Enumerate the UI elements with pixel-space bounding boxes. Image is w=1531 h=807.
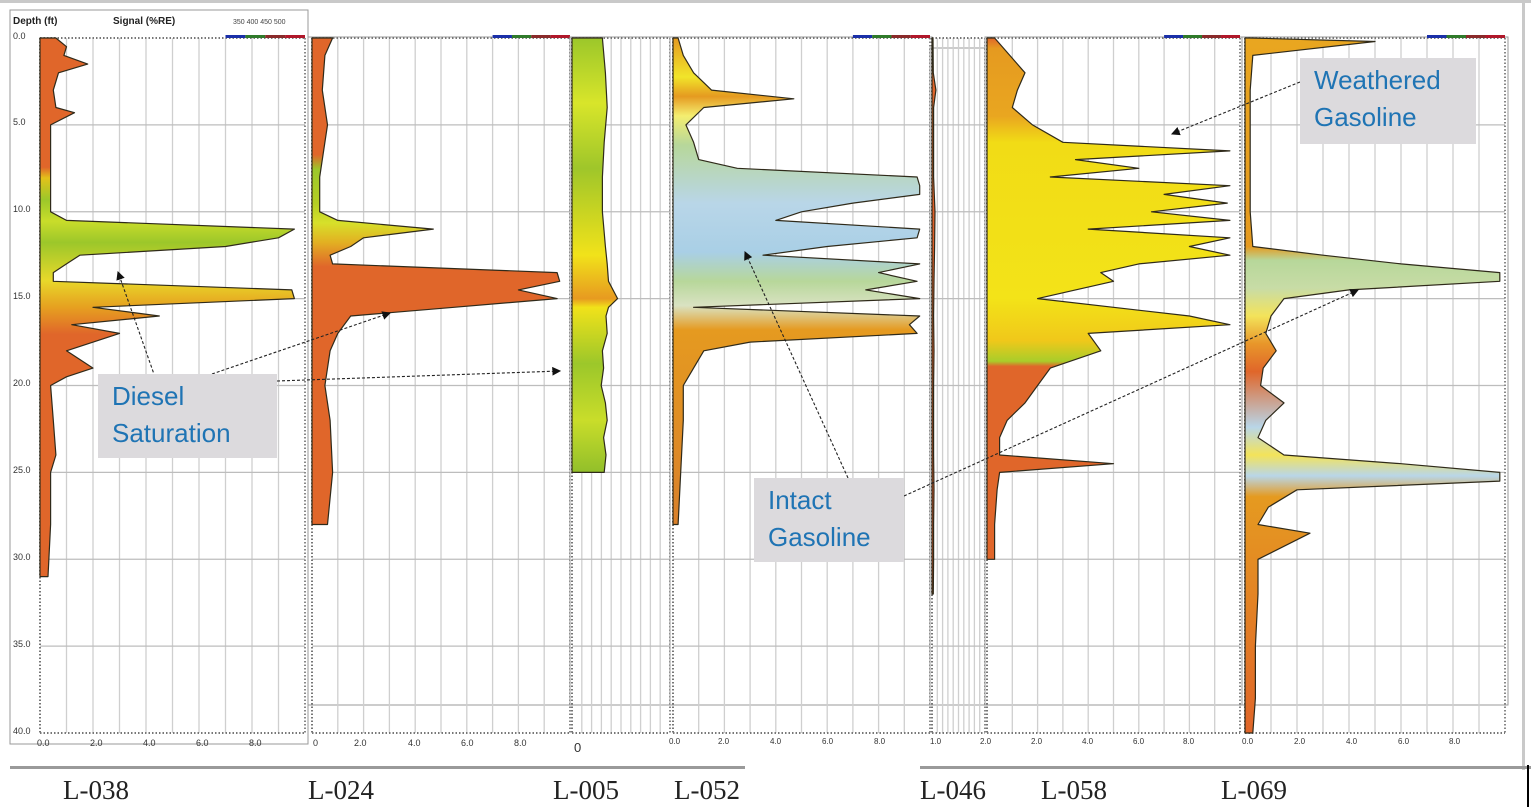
- callout-weathered-gasoline: Weathered Gasoline: [1300, 58, 1476, 144]
- annotation-arrow: [903, 289, 1360, 497]
- log-panel-l-024: [307, 35, 573, 734]
- x-tick: 0.0: [37, 738, 50, 748]
- x-tick: 8.0: [249, 738, 262, 748]
- y-tick: 20.0: [13, 378, 31, 388]
- x-tick: 4.0: [143, 738, 156, 748]
- x-tick: 2.0: [354, 738, 367, 748]
- x-tick: 2.0: [1031, 737, 1043, 746]
- log-label-l058: L-058: [1041, 775, 1107, 805]
- callout-line: Gasoline: [1314, 102, 1417, 132]
- log-label-l069: L-069: [1221, 775, 1287, 805]
- callout-line: Saturation: [112, 418, 231, 448]
- x-tick: 1.0: [930, 737, 942, 746]
- x-tick: 8.0: [514, 738, 527, 748]
- annotation-arrow: [211, 311, 392, 375]
- frame-border-bottom: [920, 766, 1531, 769]
- x-tick: 8.0: [1183, 737, 1195, 746]
- log-label-l046: L-046: [920, 775, 986, 805]
- x-tick: 4.0: [408, 738, 421, 748]
- signal-profile: [571, 37, 619, 473]
- frame-border-top: [0, 0, 1531, 3]
- y-tick: 40.0: [13, 726, 31, 736]
- y-tick: 5.0: [13, 117, 26, 127]
- log-panel-l-005: [569, 36, 671, 734]
- log-panel-l-069: [1241, 35, 1509, 734]
- log-label-l038: L-038: [63, 775, 129, 805]
- x-tick: 6.0: [196, 738, 209, 748]
- x-tick: 0: [313, 738, 319, 748]
- x-tick: 6.0: [1398, 737, 1410, 746]
- callout-line: Gasoline: [768, 522, 871, 552]
- annotation-arrow: [1170, 81, 1301, 136]
- frame-border-right: [1522, 0, 1525, 770]
- x-tick: 6.0: [461, 738, 474, 748]
- edge-marker: [1527, 765, 1529, 807]
- x-tick: 4.0: [1346, 737, 1358, 746]
- signal-axis-title: Signal (%RE): [113, 16, 176, 27]
- depth-axis-title: Depth (ft): [13, 16, 58, 27]
- y-tick: 0.0: [13, 31, 26, 41]
- callout-line: Diesel: [112, 381, 185, 411]
- signal-profile: [39, 37, 295, 578]
- x-tick: 0: [574, 740, 582, 755]
- frame-border-bottom: [10, 766, 745, 769]
- log-panel-l-058: [984, 35, 1243, 734]
- log-label-l024: L-024: [308, 775, 374, 805]
- y-tick: 25.0: [13, 465, 31, 475]
- x-tick: 2.0: [980, 737, 992, 746]
- annotation-arrow: [744, 250, 849, 479]
- annotation-arrow: [116, 270, 156, 378]
- x-tick: 0.0: [1242, 737, 1254, 746]
- x-tick: 2.0: [1294, 737, 1306, 746]
- log-label-l052: L-052: [674, 775, 740, 805]
- x-tick: 4.0: [1082, 737, 1094, 746]
- callout-diesel-saturation: Diesel Saturation: [98, 374, 277, 458]
- x-tick: 8.0: [1449, 737, 1461, 746]
- wavelength-legend: 350 400 450 500: [233, 19, 286, 26]
- y-tick: 30.0: [13, 552, 31, 562]
- x-tick: 6.0: [822, 737, 834, 746]
- callout-line: Weathered: [1314, 65, 1441, 95]
- x-tick: 8.0: [874, 737, 886, 746]
- y-tick: 35.0: [13, 639, 31, 649]
- signal-profile: [1244, 37, 1501, 734]
- log-panel-l-046: [929, 37, 986, 734]
- y-tick: 10.0: [13, 204, 31, 214]
- x-tick: 2.0: [718, 737, 730, 746]
- annotation-arrow: [276, 366, 562, 382]
- x-tick: 6.0: [1133, 737, 1145, 746]
- log-panel-l-052: [669, 35, 933, 734]
- x-tick: 0.0: [669, 737, 681, 746]
- callout-line: Intact: [768, 485, 832, 515]
- signal-profile: [931, 37, 937, 595]
- x-tick: 2.0: [90, 738, 103, 748]
- y-tick: 15.0: [13, 291, 31, 301]
- signal-profile: [672, 37, 921, 526]
- log-label-l005: L-005: [553, 775, 619, 805]
- callout-intact-gasoline: Intact Gasoline: [754, 478, 904, 562]
- signal-profile: [311, 37, 561, 526]
- x-tick: 4.0: [770, 737, 782, 746]
